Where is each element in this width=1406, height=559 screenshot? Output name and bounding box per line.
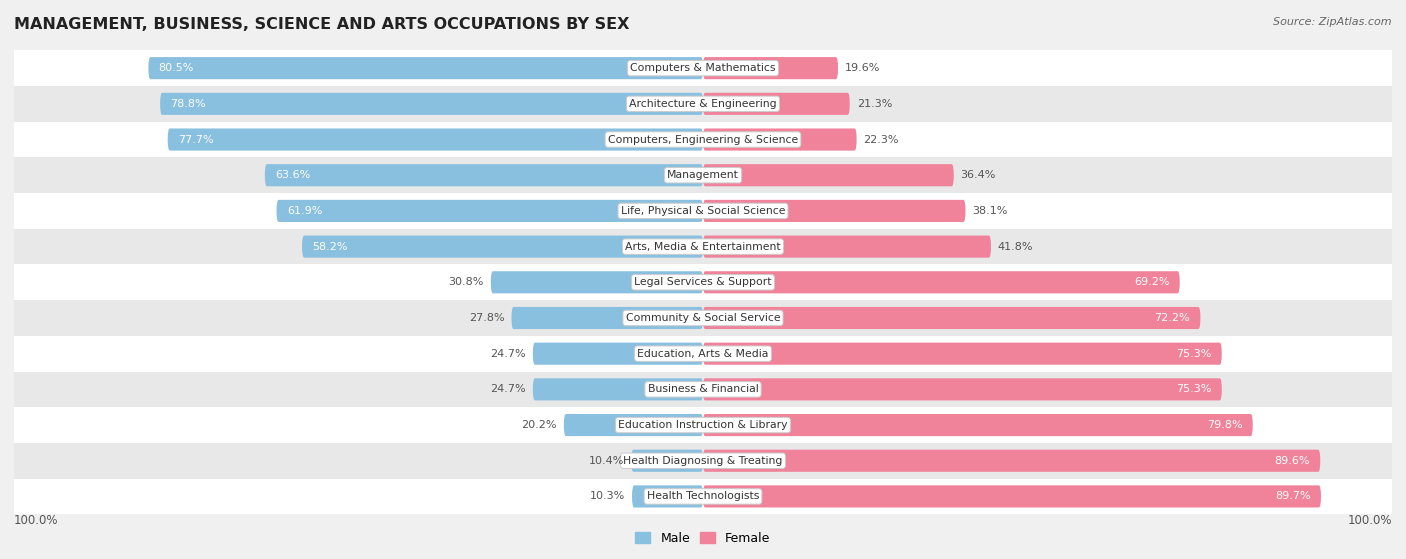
FancyBboxPatch shape [703, 93, 849, 115]
FancyBboxPatch shape [491, 271, 703, 293]
FancyBboxPatch shape [703, 307, 1201, 329]
Text: 41.8%: 41.8% [998, 241, 1033, 252]
FancyBboxPatch shape [703, 485, 1322, 508]
FancyBboxPatch shape [533, 343, 703, 364]
FancyBboxPatch shape [149, 57, 703, 79]
Text: 61.9%: 61.9% [287, 206, 322, 216]
Text: Health Technologists: Health Technologists [647, 491, 759, 501]
Text: Architecture & Engineering: Architecture & Engineering [630, 99, 776, 109]
Text: Education Instruction & Library: Education Instruction & Library [619, 420, 787, 430]
Text: 89.6%: 89.6% [1274, 456, 1310, 466]
Text: 63.6%: 63.6% [276, 170, 311, 180]
FancyBboxPatch shape [14, 229, 1392, 264]
FancyBboxPatch shape [14, 122, 1392, 158]
FancyBboxPatch shape [703, 378, 1222, 400]
Text: Arts, Media & Entertainment: Arts, Media & Entertainment [626, 241, 780, 252]
Text: 75.3%: 75.3% [1175, 385, 1212, 394]
Text: 100.0%: 100.0% [14, 514, 59, 527]
Text: 75.3%: 75.3% [1175, 349, 1212, 359]
Text: Management: Management [666, 170, 740, 180]
FancyBboxPatch shape [533, 378, 703, 400]
Text: Life, Physical & Social Science: Life, Physical & Social Science [621, 206, 785, 216]
Text: Business & Financial: Business & Financial [648, 385, 758, 394]
FancyBboxPatch shape [302, 235, 703, 258]
FancyBboxPatch shape [703, 343, 1222, 364]
Text: 80.5%: 80.5% [159, 63, 194, 73]
FancyBboxPatch shape [703, 129, 856, 150]
Text: 89.7%: 89.7% [1275, 491, 1310, 501]
Text: 24.7%: 24.7% [491, 385, 526, 394]
Text: 24.7%: 24.7% [491, 349, 526, 359]
FancyBboxPatch shape [14, 86, 1392, 122]
FancyBboxPatch shape [703, 414, 1253, 436]
Text: 58.2%: 58.2% [312, 241, 347, 252]
Text: 36.4%: 36.4% [960, 170, 995, 180]
Text: 21.3%: 21.3% [856, 99, 891, 109]
FancyBboxPatch shape [14, 264, 1392, 300]
Text: Legal Services & Support: Legal Services & Support [634, 277, 772, 287]
FancyBboxPatch shape [703, 271, 1180, 293]
Text: 10.4%: 10.4% [589, 456, 624, 466]
FancyBboxPatch shape [264, 164, 703, 186]
Text: Community & Social Service: Community & Social Service [626, 313, 780, 323]
FancyBboxPatch shape [512, 307, 703, 329]
Text: 30.8%: 30.8% [449, 277, 484, 287]
FancyBboxPatch shape [160, 93, 703, 115]
Text: 69.2%: 69.2% [1133, 277, 1170, 287]
FancyBboxPatch shape [564, 414, 703, 436]
Legend: Male, Female: Male, Female [630, 527, 776, 550]
FancyBboxPatch shape [14, 158, 1392, 193]
FancyBboxPatch shape [703, 164, 953, 186]
Text: 72.2%: 72.2% [1154, 313, 1189, 323]
FancyBboxPatch shape [167, 129, 703, 150]
FancyBboxPatch shape [14, 300, 1392, 336]
FancyBboxPatch shape [14, 479, 1392, 514]
Text: MANAGEMENT, BUSINESS, SCIENCE AND ARTS OCCUPATIONS BY SEX: MANAGEMENT, BUSINESS, SCIENCE AND ARTS O… [14, 17, 630, 32]
Text: 19.6%: 19.6% [845, 63, 880, 73]
FancyBboxPatch shape [633, 485, 703, 508]
Text: 100.0%: 100.0% [1347, 514, 1392, 527]
FancyBboxPatch shape [703, 200, 966, 222]
FancyBboxPatch shape [14, 407, 1392, 443]
Text: 78.8%: 78.8% [170, 99, 207, 109]
FancyBboxPatch shape [703, 57, 838, 79]
Text: Source: ZipAtlas.com: Source: ZipAtlas.com [1274, 17, 1392, 27]
FancyBboxPatch shape [14, 372, 1392, 407]
Text: Education, Arts & Media: Education, Arts & Media [637, 349, 769, 359]
Text: 20.2%: 20.2% [522, 420, 557, 430]
Text: Health Diagnosing & Treating: Health Diagnosing & Treating [623, 456, 783, 466]
Text: Computers & Mathematics: Computers & Mathematics [630, 63, 776, 73]
Text: 38.1%: 38.1% [973, 206, 1008, 216]
FancyBboxPatch shape [14, 443, 1392, 479]
FancyBboxPatch shape [277, 200, 703, 222]
Text: Computers, Engineering & Science: Computers, Engineering & Science [607, 135, 799, 145]
FancyBboxPatch shape [14, 193, 1392, 229]
Text: 79.8%: 79.8% [1206, 420, 1243, 430]
FancyBboxPatch shape [14, 336, 1392, 372]
FancyBboxPatch shape [703, 449, 1320, 472]
Text: 10.3%: 10.3% [591, 491, 626, 501]
FancyBboxPatch shape [14, 50, 1392, 86]
FancyBboxPatch shape [631, 449, 703, 472]
Text: 27.8%: 27.8% [470, 313, 505, 323]
Text: 77.7%: 77.7% [179, 135, 214, 145]
Text: 22.3%: 22.3% [863, 135, 898, 145]
FancyBboxPatch shape [703, 235, 991, 258]
